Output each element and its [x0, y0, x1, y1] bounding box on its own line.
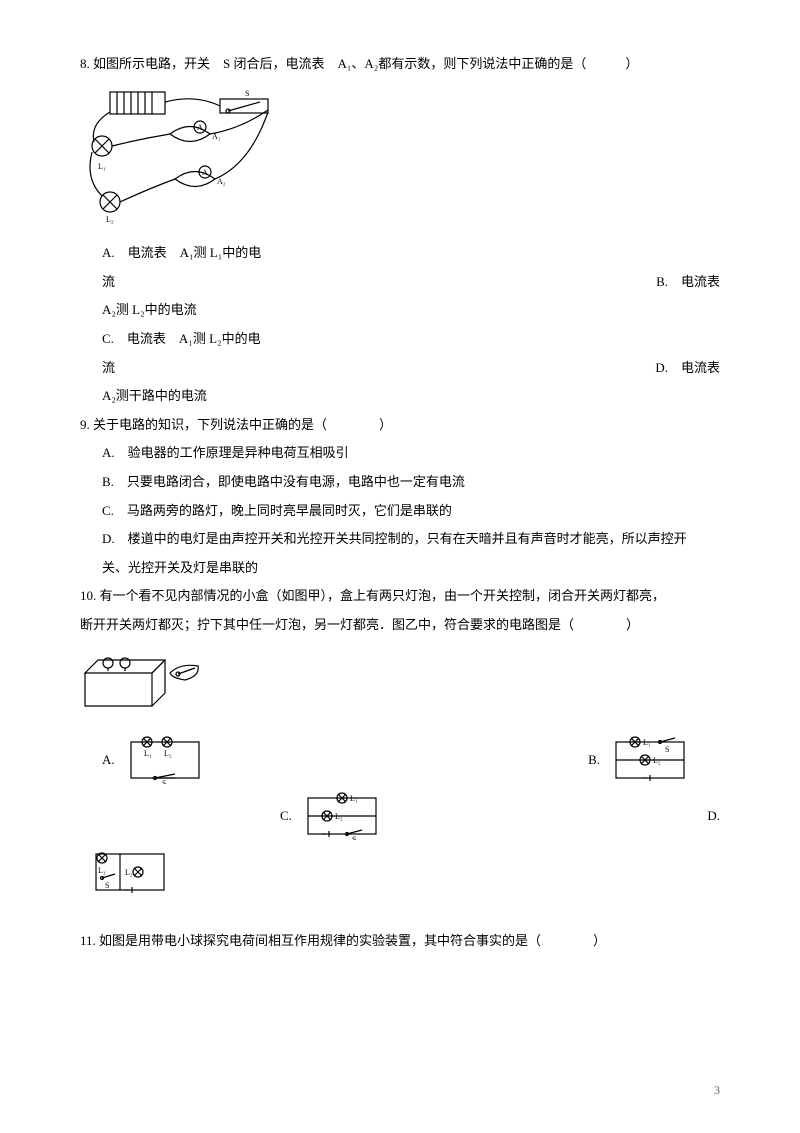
q10-optB-label: B. — [588, 746, 600, 775]
q9-optC: C. 马路两旁的路灯，晚上同时亮早晨同时灭，它们是串联的 — [80, 497, 720, 526]
svg-text:L₂: L₂ — [335, 812, 343, 821]
q8-optA-line2: 流 — [80, 268, 115, 297]
q10-optC-label: C. — [280, 802, 292, 831]
svg-text:L₂: L₂ — [164, 749, 172, 758]
q10-optA-circuit: L₁ L₂ S — [125, 736, 205, 784]
svg-text:S: S — [105, 881, 109, 890]
q9-optD-2: 关、光控开关及灯是串联的 — [80, 554, 720, 583]
q8-optC-line1: C. 电流表 A₁测 L₂中的电 — [80, 325, 720, 354]
q10-box-figure — [80, 648, 210, 718]
svg-text:A: A — [202, 168, 208, 177]
svg-text:L₂: L₂ — [125, 868, 133, 877]
q10-line1: 10. 有一个看不见内部情况的小盒（如图甲），盒上有两只灯泡，由一个开关控制，闭… — [80, 582, 720, 611]
q9-optD-1: D. 楼道中的电灯是由声控开关和光控开关共同控制的，只有在天暗并且有声音时才能亮… — [80, 525, 720, 554]
q10-optA-label: A. — [102, 746, 115, 775]
q8-optB-cont: A₂测 L₂中的电流 — [80, 296, 720, 325]
svg-text:A: A — [197, 123, 203, 132]
svg-text:A₂: A₂ — [217, 177, 226, 186]
svg-text:L₁: L₁ — [144, 749, 152, 758]
svg-text:S: S — [665, 745, 669, 754]
svg-text:S: S — [245, 89, 249, 98]
q8-optD-cont: A₂测干路中的电流 — [80, 382, 720, 411]
q10-optD-circuit: L₁ L₂ S — [90, 848, 170, 896]
svg-text:L₁: L₁ — [98, 866, 106, 875]
svg-text:S: S — [162, 779, 166, 784]
q11-stem: 11. 如图是用带电小球探究电荷间相互作用规律的实验装置，其中符合事实的是（ ） — [80, 927, 720, 956]
q8-optD-label: D. 电流表 — [655, 354, 720, 383]
q8-stem: 8. 如图所示电路，开关 S 闭合后，电流表 A₁、A₂都有示数，则下列说法中正… — [80, 50, 720, 79]
q10-optB-circuit: L₁ S L₂ — [610, 736, 690, 784]
q9-optB: B. 只要电路闭合，即使电路中没有电源，电路中也一定有电流 — [80, 468, 720, 497]
svg-text:L₁: L₁ — [643, 738, 651, 747]
q10-line2: 断开开关两灯都灭；拧下其中任一灯泡，另一灯都亮．图乙中，符合要求的电路图是（ ） — [80, 611, 720, 640]
q8-optB-label: B. 电流表 — [656, 268, 720, 297]
svg-text:L₁: L₁ — [98, 162, 106, 171]
page-number: 3 — [714, 1077, 720, 1103]
q10-optC-circuit: L₁ L₂ S — [302, 792, 382, 840]
q9-optA: A. 验电器的工作原理是异种电荷互相吸引 — [80, 439, 720, 468]
q8-circuit-figure: S A A₁ A A₂ L₁ L₂ — [80, 84, 280, 224]
q10-optD-label: D. — [707, 802, 720, 831]
svg-text:L₁: L₁ — [350, 794, 358, 803]
q8-optC-line2: 流 — [80, 354, 115, 383]
svg-text:S: S — [352, 835, 356, 840]
svg-text:L₂: L₂ — [106, 215, 114, 224]
q8-optA-line1: A. 电流表 A₁测 L₁中的电 — [80, 239, 720, 268]
svg-text:L₂: L₂ — [653, 756, 661, 765]
q9-stem: 9. 关于电路的知识，下列说法中正确的是（ ） — [80, 411, 720, 440]
